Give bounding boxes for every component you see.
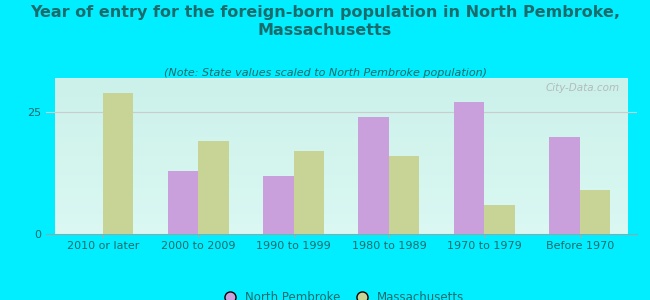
Bar bbox=[263, 176, 294, 234]
Text: City-Data.com: City-Data.com bbox=[545, 83, 619, 93]
Bar bbox=[580, 190, 610, 234]
Bar bbox=[168, 171, 198, 234]
Bar bbox=[484, 205, 515, 234]
Bar bbox=[549, 136, 580, 234]
Bar bbox=[389, 156, 419, 234]
Legend: North Pembroke, Massachusetts: North Pembroke, Massachusetts bbox=[213, 287, 469, 300]
Text: (Note: State values scaled to North Pembroke population): (Note: State values scaled to North Pemb… bbox=[164, 68, 486, 77]
Bar bbox=[294, 151, 324, 234]
Bar bbox=[103, 93, 133, 234]
Bar bbox=[358, 117, 389, 234]
Text: Year of entry for the foreign-born population in North Pembroke,
Massachusetts: Year of entry for the foreign-born popul… bbox=[30, 4, 620, 38]
Bar bbox=[454, 102, 484, 234]
Bar bbox=[198, 141, 229, 234]
